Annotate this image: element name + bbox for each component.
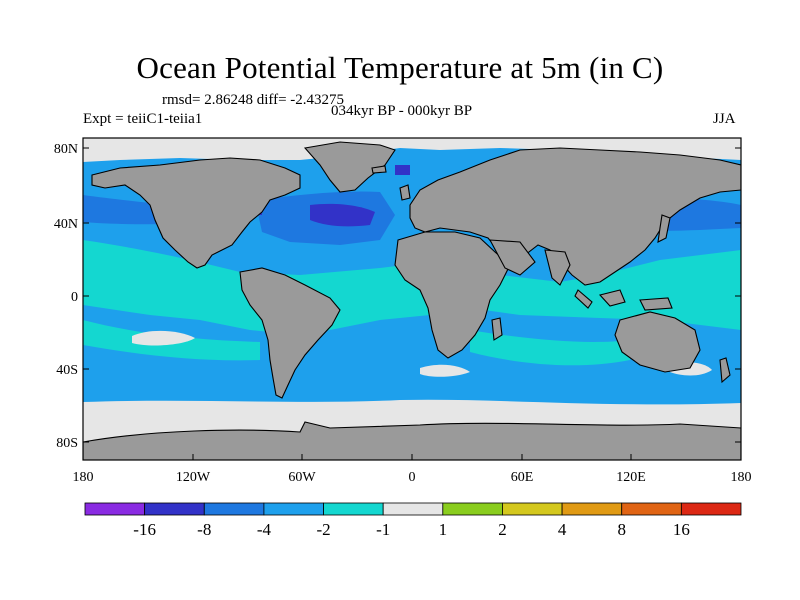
africa: [394, 231, 511, 359]
labrador-minus8: [395, 165, 410, 175]
colorbar-label: 1: [439, 520, 448, 539]
lon-label: 120E: [616, 470, 646, 485]
north-atlantic-minus8: [310, 203, 375, 227]
south-atlantic-patch: [420, 364, 470, 377]
india: [544, 249, 571, 286]
lon-label: 60E: [511, 470, 534, 485]
lat-ticks: [83, 147, 741, 443]
lon-label: 120W: [176, 470, 211, 485]
colorbar-label: 4: [558, 520, 567, 539]
colorbar-swatch: [621, 502, 682, 516]
colorbar-label: -4: [257, 520, 272, 539]
map-title: Ocean Potential Temperature at 5m (in C): [136, 50, 664, 85]
lon-label: 180: [731, 470, 752, 485]
new-guinea: [639, 297, 673, 311]
ocean-field: [83, 138, 741, 460]
colorbar-swatch: [203, 502, 265, 516]
north-america: [91, 157, 301, 269]
lat-label: 40S: [56, 363, 78, 378]
antarctica: [83, 421, 741, 460]
lat-label: 80S: [56, 436, 78, 451]
period-label: 034kyr BP - 000kyr BP: [331, 103, 473, 119]
land: [83, 141, 741, 460]
britain: [399, 184, 411, 201]
colorbar-swatch: [680, 502, 742, 516]
colorbar-swatch: [323, 502, 384, 516]
borneo: [598, 289, 626, 307]
colorbar-swatch: [502, 502, 563, 516]
colorbar-label: 16: [673, 520, 690, 539]
colorbar: -16 -8 -4 -2 -1 1 2 4 8 16: [84, 502, 742, 539]
colorbar-swatch: [84, 502, 146, 516]
new-zealand: [719, 357, 731, 384]
colorbar-label: -8: [197, 520, 211, 539]
colorbar-label: 8: [617, 520, 626, 539]
australia: [614, 311, 701, 373]
sumatra: [574, 289, 593, 309]
lat-label: 40N: [54, 217, 78, 232]
south-indian-cyan: [470, 330, 630, 366]
colorbar-swatch: [442, 502, 503, 516]
colorbar-label: -16: [133, 520, 156, 539]
colorbar-swatch: [561, 502, 623, 516]
colorbar-swatch: [382, 502, 444, 516]
south-america: [239, 267, 341, 399]
colorbar-swatch: [263, 502, 324, 516]
lon-label: 0: [409, 470, 416, 485]
tropical-band: [83, 240, 741, 335]
stats-line: rmsd= 2.86248 diff= -2.43275: [162, 92, 345, 108]
south-pacific-patch: [132, 330, 195, 346]
lat-label: 0: [71, 290, 78, 305]
lon-ticks: [82, 454, 742, 460]
arabia: [489, 239, 536, 276]
iceland: [371, 165, 387, 174]
eurasia: [409, 147, 741, 286]
lon-label: 180: [73, 470, 94, 485]
colorbar-label: -1: [376, 520, 390, 539]
japan: [657, 214, 671, 243]
experiment-label: Expt = teiiC1-teiia1: [83, 111, 203, 127]
colorbar-swatch: [144, 502, 205, 516]
colorbar-label: -2: [316, 520, 330, 539]
colorbar-label: 2: [498, 520, 507, 539]
greenland: [303, 141, 396, 193]
season-label: JJA: [713, 111, 736, 127]
lat-label: 80N: [54, 142, 78, 157]
madagascar: [491, 317, 503, 341]
lon-label: 60W: [288, 470, 316, 485]
arctic-near-zero: [83, 138, 741, 162]
